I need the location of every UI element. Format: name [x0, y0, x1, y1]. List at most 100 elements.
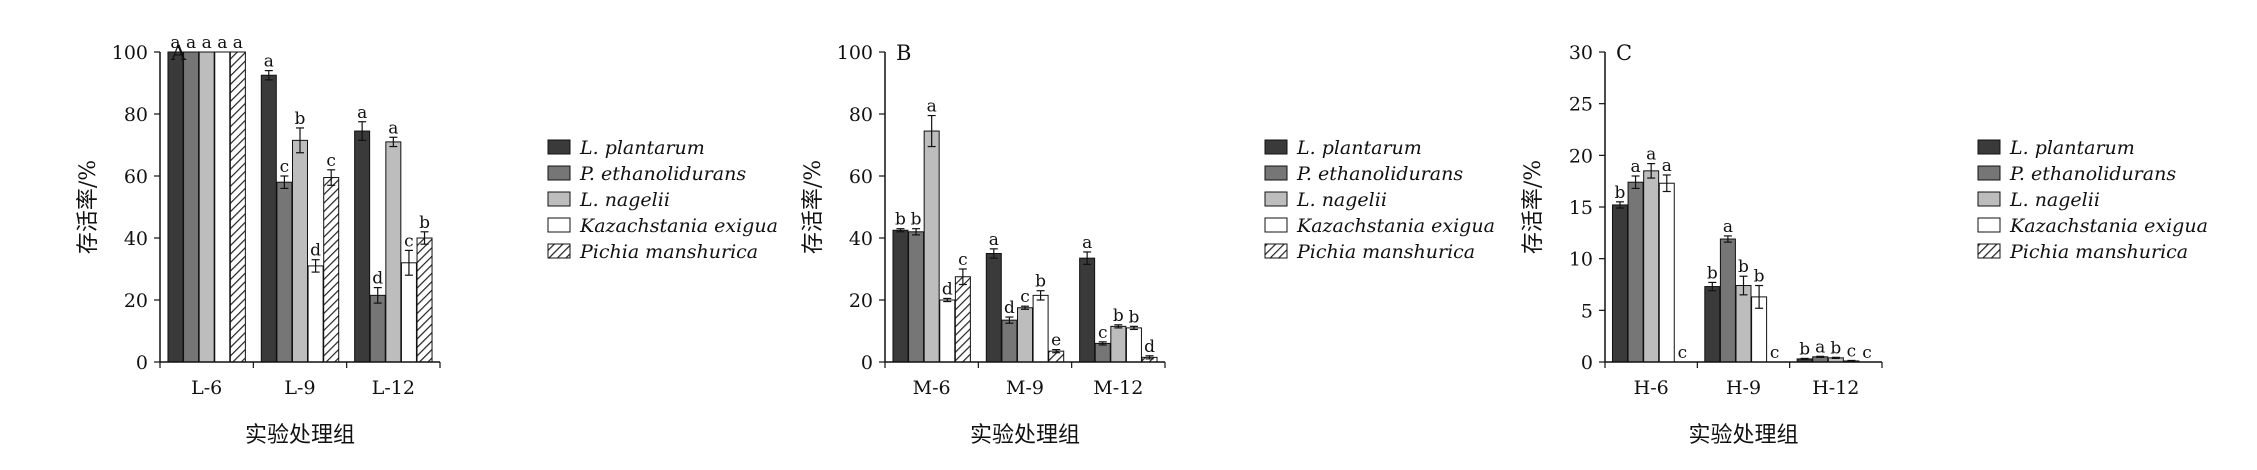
bar — [260, 74, 277, 363]
panel-letter: A — [170, 41, 187, 65]
panel-letter: B — [896, 41, 911, 65]
significance-letter: a — [1723, 217, 1733, 237]
bar — [1704, 286, 1721, 363]
significance-letter: b — [911, 210, 922, 230]
bar — [1658, 182, 1675, 363]
y-tick-label: 40 — [124, 228, 148, 250]
significance-letter: b — [1128, 307, 1139, 327]
legend: L. plantarum P. ethanolidurans L. nagelii K… — [1264, 137, 1495, 263]
bar — [369, 294, 386, 363]
significance-letter: d — [310, 241, 321, 261]
legend: L. plantarum P. ethanolidurans L. nagelii K… — [1977, 137, 2208, 263]
significance-letter: a — [357, 103, 367, 123]
legend-label: Pichia manshurica — [1296, 241, 1475, 263]
y-tick-label: 25 — [1569, 94, 1593, 116]
bar — [1125, 327, 1142, 363]
significance-letter: d — [372, 269, 383, 289]
significance-letter: d — [1144, 337, 1155, 357]
legend: L. plantarum P. ethanolidurans L. nagelii K… — [547, 137, 778, 263]
legend-swatch — [1264, 139, 1288, 155]
legend-swatch — [1977, 191, 2001, 207]
significance-letter: a — [1630, 157, 1640, 177]
legend-label: Kazachstania exigua — [579, 215, 778, 237]
x-tick-label: M-12 — [1093, 377, 1143, 399]
significance-letter: a — [388, 118, 398, 138]
significance-letter: c — [1847, 341, 1857, 361]
bar — [1719, 238, 1736, 363]
legend-swatch — [1977, 217, 2001, 233]
significance-letter: b — [1830, 338, 1841, 358]
bar — [307, 265, 324, 363]
x-tick-label: H-12 — [1812, 377, 1859, 399]
significance-letter: b — [1754, 267, 1765, 287]
bar — [214, 51, 231, 363]
bar — [1110, 325, 1127, 363]
significance-letter: a — [233, 33, 243, 53]
legend-label: P. ethanolidurans — [579, 163, 746, 185]
y-tick-label: 100 — [112, 42, 148, 64]
legend-label: L. nagelii — [1296, 189, 1387, 211]
legend-swatch — [1264, 165, 1288, 181]
legend-label: Kazachstania exigua — [1296, 215, 1495, 237]
significance-letter: b — [419, 213, 430, 233]
y-tick-label: 40 — [849, 228, 873, 250]
significance-letter: a — [202, 33, 212, 53]
significance-letter: b — [1799, 339, 1810, 359]
significance-letter: a — [1662, 156, 1672, 176]
significance-letter: e — [1051, 331, 1061, 351]
significance-letter: a — [1082, 233, 1092, 253]
significance-letter: b — [1738, 257, 1749, 277]
x-tick-label: M-9 — [1006, 377, 1044, 399]
bar — [1079, 257, 1096, 363]
bar — [1611, 204, 1628, 363]
x-axis-title: 实验处理组 — [970, 423, 1080, 448]
significance-letter: c — [280, 157, 290, 177]
x-tick-label: H-6 — [1634, 377, 1669, 399]
x-axis-title: 实验处理组 — [1688, 423, 1798, 448]
bar — [323, 177, 340, 363]
significance-letter: b — [1035, 272, 1046, 292]
significance-letter: c — [404, 231, 414, 251]
legend-label: P. ethanolidurans — [2009, 163, 2176, 185]
bar — [1735, 285, 1752, 363]
legend-swatch — [1264, 243, 1288, 259]
significance-letter: b — [1707, 263, 1718, 283]
legend-label: Pichia manshurica — [2009, 241, 2188, 263]
significance-letter: c — [1020, 287, 1030, 307]
bar — [1627, 181, 1644, 363]
significance-letter: d — [1004, 298, 1015, 318]
y-tick-label: 60 — [124, 166, 148, 188]
legend-label: L. plantarum — [1296, 137, 1422, 159]
y-tick-label: 30 — [1569, 42, 1593, 64]
bar — [276, 181, 293, 363]
legend-swatch — [547, 217, 571, 233]
significance-letter: a — [1815, 337, 1825, 357]
significance-letter: c — [1098, 323, 1108, 343]
y-axis-title: 存活率/% — [801, 160, 826, 254]
bar — [939, 299, 956, 363]
legend-label: P. ethanolidurans — [1296, 163, 1463, 185]
legend-swatch — [547, 191, 571, 207]
bar — [1094, 342, 1111, 363]
x-axis-title: 实验处理组 — [245, 423, 355, 448]
legend-label: L. plantarum — [579, 137, 705, 159]
legend-swatch — [547, 243, 571, 259]
y-tick-label: 0 — [1581, 352, 1593, 374]
significance-letter: a — [264, 52, 274, 72]
bar — [198, 51, 215, 363]
y-tick-label: 10 — [1569, 249, 1593, 271]
bar — [385, 141, 402, 363]
y-tick-label: 5 — [1581, 300, 1593, 322]
y-tick-label: 80 — [849, 104, 873, 126]
significance-letter: a — [217, 33, 227, 53]
bar — [954, 276, 971, 363]
significance-letter: a — [989, 230, 999, 250]
y-axis-title: 存活率/% — [1521, 160, 1546, 254]
y-tick-label: 15 — [1569, 197, 1593, 219]
legend-label: L. nagelii — [2009, 189, 2100, 211]
significance-letter: a — [186, 33, 196, 53]
significance-letter: b — [1113, 306, 1124, 326]
